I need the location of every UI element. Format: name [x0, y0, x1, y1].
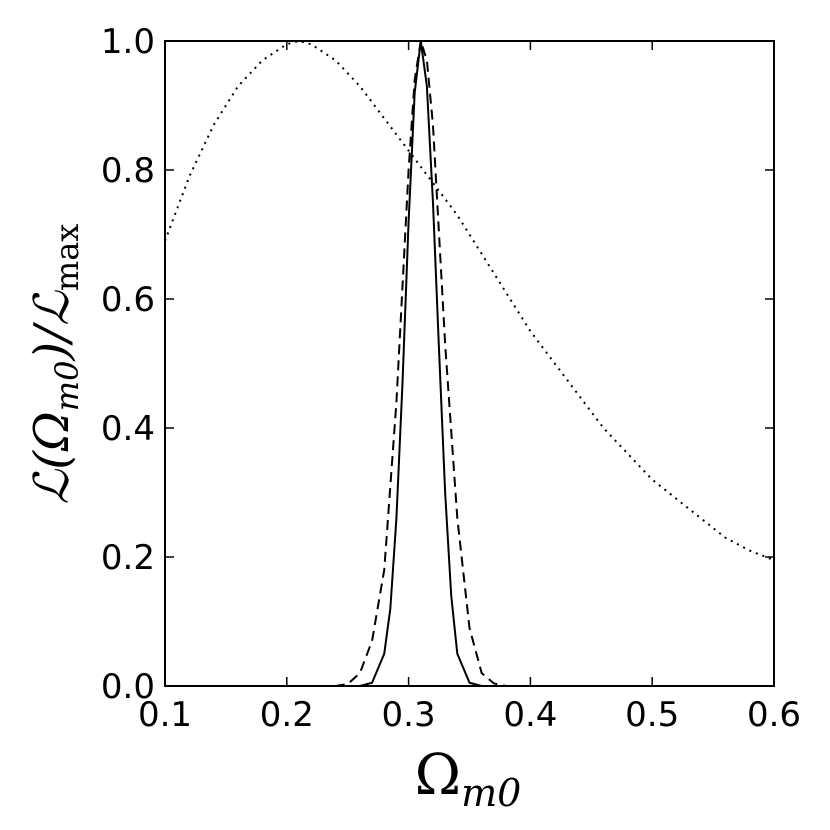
y-tick-label: 0.0: [101, 667, 155, 707]
x-axis-label-sub: m0: [461, 771, 521, 815]
y-axis-label-sub1: m0: [48, 361, 86, 412]
x-axis-label-main: Ω: [415, 743, 461, 808]
y-axis-label-mid: )/ℒ: [24, 290, 80, 362]
series-line-dotted: [164, 40, 775, 562]
plot-frame: [164, 40, 775, 687]
y-axis-label-sub2: max: [48, 224, 86, 291]
x-tick-label: 0.5: [625, 695, 679, 735]
plot-border: [164, 40, 775, 687]
x-tick-label: 0.4: [503, 695, 557, 735]
y-tick-label: 0.8: [101, 151, 155, 191]
y-tick-label: 1.0: [101, 22, 155, 62]
y-tick-label: 0.6: [101, 280, 155, 320]
y-tick-label: 0.4: [101, 409, 155, 449]
x-tick-label: 0.6: [747, 695, 801, 735]
series-line-solid: [286, 40, 531, 687]
ticks-layer: 0.1 0.2 0.3 0.4 0.5 0.6 0.0 0.2 0.4 0.6 0.8 1.0: [101, 22, 801, 735]
x-tick-label: 0.2: [260, 695, 314, 735]
curves-layer: [164, 40, 775, 687]
y-tick-label: 0.2: [101, 538, 155, 578]
series-line-dashed: [286, 40, 531, 687]
y-axis-label-main: ℒ(Ω: [24, 411, 80, 504]
x-tick-label: 0.3: [382, 695, 436, 735]
y-axis-label: ℒ(Ωm0)/ℒmax: [24, 224, 86, 505]
x-axis-label: Ωm0: [415, 743, 522, 815]
x-tick-label: 0.1: [138, 695, 192, 735]
